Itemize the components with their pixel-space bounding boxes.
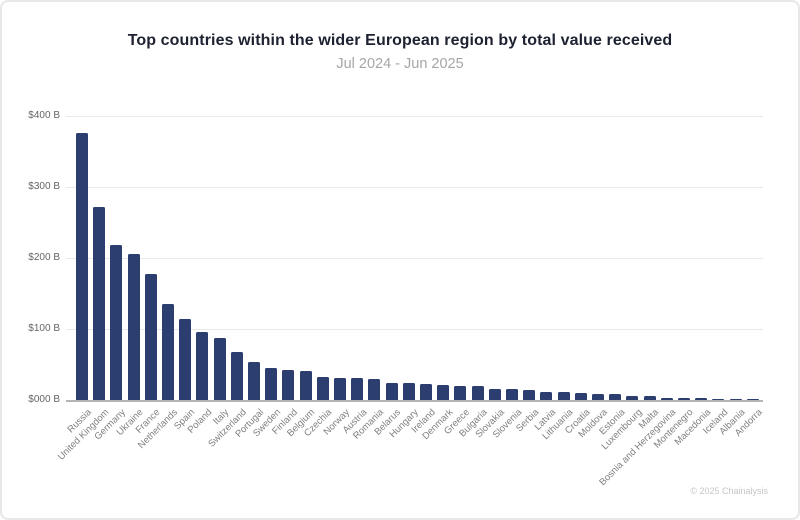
x-axis-line bbox=[66, 399, 763, 402]
chart-subtitle: Jul 2024 - Jun 2025 bbox=[336, 56, 464, 72]
gridline bbox=[66, 186, 763, 188]
bar bbox=[506, 389, 518, 400]
bar bbox=[179, 319, 192, 400]
bar bbox=[213, 338, 226, 400]
bar bbox=[368, 379, 381, 400]
bar bbox=[265, 368, 278, 400]
bar bbox=[144, 274, 157, 400]
gridline bbox=[66, 257, 763, 259]
bar bbox=[402, 383, 415, 400]
gridline bbox=[66, 328, 763, 330]
bar bbox=[643, 396, 656, 400]
bar bbox=[93, 207, 106, 400]
bar bbox=[729, 399, 742, 400]
bar bbox=[230, 352, 243, 400]
y-axis-tick-label: $300 B bbox=[28, 180, 60, 192]
bar bbox=[695, 398, 708, 400]
gridline bbox=[66, 115, 763, 117]
bar bbox=[471, 386, 484, 400]
bar bbox=[660, 398, 673, 400]
bar bbox=[127, 254, 140, 400]
bar bbox=[592, 394, 604, 400]
bar bbox=[557, 392, 570, 400]
bar bbox=[540, 392, 553, 400]
bar bbox=[334, 378, 346, 400]
copyright-note: © 2025 Chainalysis bbox=[690, 486, 768, 496]
bar bbox=[488, 389, 501, 400]
bar bbox=[574, 393, 587, 400]
y-axis-tick-label: $200 B bbox=[28, 251, 60, 263]
bar bbox=[248, 362, 260, 400]
bar bbox=[110, 245, 123, 400]
y-axis-tick-label: $100 B bbox=[28, 322, 60, 334]
bar bbox=[626, 396, 639, 400]
bar bbox=[162, 304, 174, 400]
bar bbox=[196, 332, 209, 400]
bar bbox=[385, 383, 398, 400]
y-axis-tick-label: $400 B bbox=[28, 109, 60, 121]
bar bbox=[299, 371, 312, 400]
bar bbox=[316, 377, 329, 400]
bar bbox=[712, 399, 725, 400]
bar bbox=[609, 394, 622, 400]
bar bbox=[678, 398, 690, 400]
bar bbox=[282, 370, 295, 400]
chart-title: Top countries within the wider European … bbox=[127, 32, 673, 49]
bar bbox=[523, 390, 536, 400]
bar bbox=[746, 399, 759, 400]
bar bbox=[76, 133, 88, 400]
bar bbox=[454, 386, 467, 400]
bar bbox=[437, 385, 450, 400]
bar bbox=[351, 378, 364, 400]
y-axis-tick-label: $000 B bbox=[28, 394, 60, 405]
bar bbox=[420, 384, 432, 400]
